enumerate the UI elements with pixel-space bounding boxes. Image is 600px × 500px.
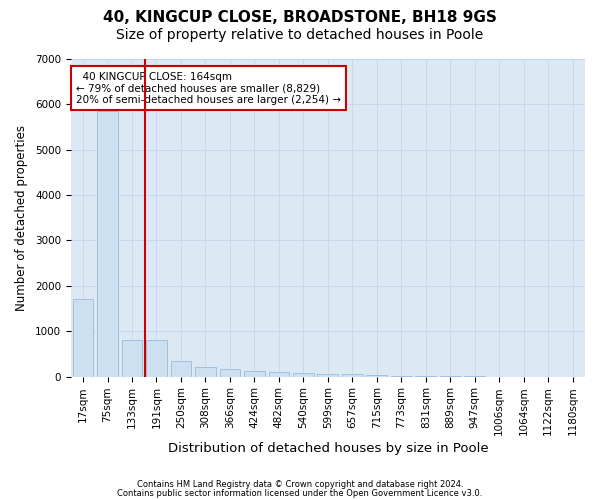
Bar (293, 373, 314, 376)
Text: Size of property relative to detached houses in Poole: Size of property relative to detached ho… (116, 28, 484, 42)
Bar (269, 372, 289, 376)
Text: Contains public sector information licensed under the Open Government Licence v3: Contains public sector information licen… (118, 488, 482, 498)
Text: 40 KINGCUP CLOSE: 164sqm  
← 79% of detached houses are smaller (8,829)
20% of s: 40 KINGCUP CLOSE: 164sqm ← 79% of detach… (76, 72, 341, 105)
Bar (220, 369, 241, 376)
X-axis label: Distribution of detached houses by size in Poole: Distribution of detached houses by size … (167, 442, 488, 455)
Bar (146, 340, 167, 376)
Text: Contains HM Land Registry data © Crown copyright and database right 2024.: Contains HM Land Registry data © Crown c… (137, 480, 463, 489)
Bar (342, 374, 363, 376)
Bar (122, 340, 142, 376)
Y-axis label: Number of detached properties: Number of detached properties (15, 125, 28, 311)
Bar (367, 375, 387, 376)
Bar (244, 370, 265, 376)
Bar (317, 374, 338, 376)
Bar (195, 367, 216, 376)
Bar (73, 300, 94, 376)
Bar (97, 111, 118, 376)
Bar (170, 360, 191, 376)
Text: 40, KINGCUP CLOSE, BROADSTONE, BH18 9GS: 40, KINGCUP CLOSE, BROADSTONE, BH18 9GS (103, 10, 497, 25)
